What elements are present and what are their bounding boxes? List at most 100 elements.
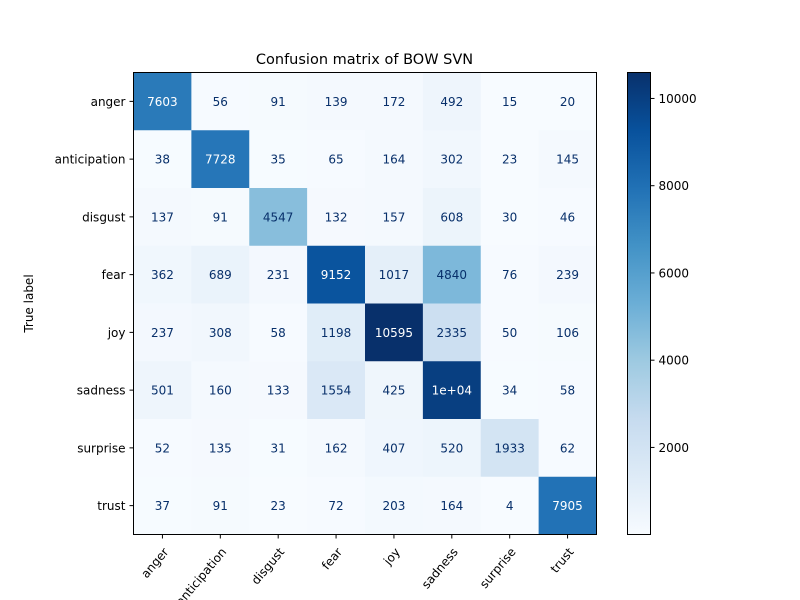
- matrix-cell: [307, 245, 366, 304]
- y-tick-label: fear: [102, 268, 126, 282]
- colorbar-tick-label: 2000: [659, 441, 690, 455]
- cell-value-label: 56: [213, 95, 228, 109]
- x-axis-ticks: anger anticipation disgust fear joy sadness su…: [138, 534, 577, 600]
- cell-value-label: 15: [502, 95, 517, 109]
- matrix-cell: [480, 476, 540, 535]
- cell-value-label: 133: [267, 384, 290, 398]
- x-tick-label: fear: [319, 545, 345, 572]
- cell-value-label: 4547: [263, 210, 294, 224]
- cell-value-label: 157: [382, 210, 405, 224]
- cell-value-label: 135: [209, 441, 232, 455]
- matrix-cell: [422, 476, 482, 535]
- colorbar-ticks: 2000 4000 6000 8000 10000: [650, 92, 697, 455]
- cell-value-label: 237: [151, 326, 174, 340]
- cell-value-label: 308: [209, 326, 232, 340]
- matrix-cell: [249, 476, 308, 535]
- y-tick-label: anger: [91, 95, 126, 109]
- matrix-cell: [307, 188, 366, 247]
- cell-value-label: 20: [560, 95, 575, 109]
- matrix-cell: [422, 188, 482, 247]
- y-tick-label: joy: [107, 326, 126, 340]
- y-tick-label: sadness: [77, 384, 126, 398]
- cell-value-label: 501: [151, 384, 174, 398]
- matrix-cell: [133, 303, 192, 362]
- cell-value-label: 106: [556, 326, 579, 340]
- matrix-cell: [191, 72, 250, 131]
- cell-value-label: 34: [502, 384, 517, 398]
- matrix-cell: [133, 188, 192, 247]
- matrix-cell: [307, 72, 366, 131]
- cell-value-label: 164: [440, 499, 463, 513]
- matrix-cell: [538, 303, 597, 362]
- cell-value-label: 31: [271, 441, 286, 455]
- matrix-cell: [249, 419, 308, 478]
- colorbar-tick-label: 6000: [659, 266, 690, 280]
- matrix-cell: [422, 245, 482, 304]
- x-tick-label: trust: [548, 545, 577, 576]
- x-tick-label: surprise: [477, 545, 519, 591]
- colorbar-frame: [627, 72, 651, 535]
- matrix-cell: [249, 245, 308, 304]
- matrix-cell: [480, 245, 540, 304]
- matrix-cell: [133, 245, 192, 304]
- matrix-cell: [307, 303, 366, 362]
- matrix-cell: [365, 303, 424, 362]
- cell-value-label: 58: [271, 326, 286, 340]
- cell-value-label: 1554: [321, 384, 352, 398]
- cell-value-label: 7603: [147, 95, 178, 109]
- matrix-cell: [480, 72, 540, 131]
- cell-value-label: 407: [382, 441, 405, 455]
- y-axis-label: True label: [22, 274, 36, 333]
- cell-value-label: 65: [328, 153, 343, 167]
- matrix-cell: [133, 130, 192, 189]
- cell-value-label: 37: [155, 499, 170, 513]
- x-tick-label: joy: [380, 545, 403, 568]
- cell-value-label: 239: [556, 268, 579, 282]
- matrix-cell: [191, 476, 250, 535]
- matrix-cell: [249, 361, 308, 420]
- matrix-cell: [133, 419, 192, 478]
- y-axis-ticks: anger anticipation disgust fear joy sadness su…: [55, 95, 134, 513]
- cell-value-label: 492: [440, 95, 463, 109]
- matrix-cell: [480, 303, 540, 362]
- matrix-cell: [538, 130, 597, 189]
- matrix-frame: [133, 72, 597, 535]
- colorbar-tick-label: 10000: [659, 92, 697, 106]
- matrix-cell: [422, 361, 482, 420]
- cell-value-label: 91: [213, 210, 228, 224]
- matrix-cell: [480, 188, 540, 247]
- cell-value-label: 164: [382, 153, 405, 167]
- matrix-cell: [307, 361, 366, 420]
- matrix-cell: [133, 72, 192, 131]
- matrix-cell: [191, 245, 250, 304]
- matrix-cell: [365, 419, 424, 478]
- x-tick-label: anticipation: [173, 545, 229, 600]
- matrix-cells: [133, 72, 597, 535]
- matrix-cell: [191, 361, 250, 420]
- matrix-cell: [365, 361, 424, 420]
- matrix-cell: [133, 476, 192, 535]
- x-tick-label: sadness: [419, 545, 461, 591]
- cell-value-label: 1017: [379, 268, 410, 282]
- cell-value-label: 203: [382, 499, 405, 513]
- cell-value-label: 7728: [205, 153, 236, 167]
- cell-value-label: 50: [502, 326, 517, 340]
- matrix-cell: [538, 419, 597, 478]
- cell-value-label: 91: [271, 95, 286, 109]
- matrix-cell: [249, 72, 308, 131]
- x-tick-label: disgust: [249, 545, 288, 587]
- cell-value-label: 76: [502, 268, 517, 282]
- cell-value-label: 30: [502, 210, 517, 224]
- cell-value-label: 23: [271, 499, 286, 513]
- matrix-cell: [365, 130, 424, 189]
- matrix-cell: [538, 72, 597, 131]
- matrix-cell: [422, 303, 482, 362]
- matrix-cell: [249, 303, 308, 362]
- cell-value-label: 162: [325, 441, 348, 455]
- matrix-cell: [307, 419, 366, 478]
- matrix-cell: [538, 476, 597, 535]
- cell-value-label: 132: [325, 210, 348, 224]
- cell-value-label: 172: [382, 95, 405, 109]
